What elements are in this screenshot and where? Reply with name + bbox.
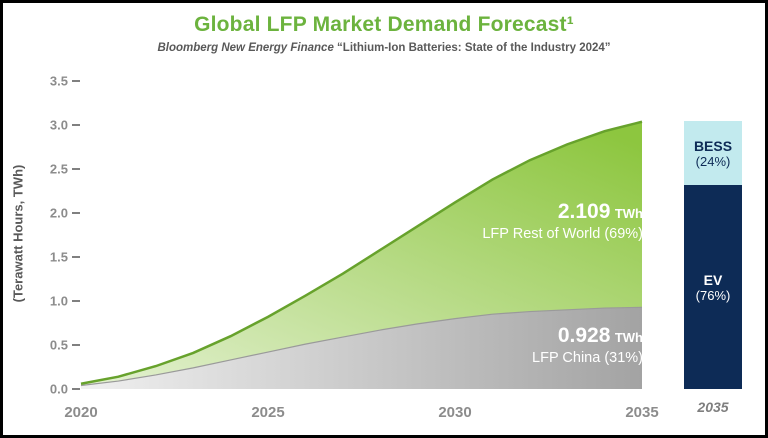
area-lfp-rest-of-world — [81, 121, 642, 386]
y-tick-label: 2.0 — [50, 206, 68, 221]
y-tick-label: 3.0 — [50, 118, 68, 133]
area-lfp-china — [81, 307, 642, 389]
x-tick-label: 2035 — [625, 404, 658, 421]
bess-pct: (24%) — [695, 153, 731, 169]
x-tick-label: 2030 — [438, 404, 471, 421]
ev-pct: (76%) — [695, 287, 731, 303]
bar-year-label: 2035 — [697, 399, 729, 415]
y-tick-label: 1.5 — [50, 250, 68, 265]
demand-area-chart: 0.0 0.5 1.0 1.5 2.0 2.5 3.0 3.5 2020 2025 2030 2035 — [50, 74, 659, 422]
subtitle-source: Bloomberg New Energy Finance — [157, 42, 334, 54]
y-tick-label: 0.5 — [50, 338, 68, 353]
bess-segment: BESS (24%) — [684, 121, 742, 186]
annotation-china: 0.928 TWh LFP China (31%) — [532, 323, 643, 367]
china-unit: TWh — [614, 330, 643, 345]
china-boundary-line — [80, 306, 643, 387]
x-tick-label: 2020 — [64, 404, 97, 421]
x-tick-label: 2025 — [251, 404, 284, 421]
china-value: 0.928 — [557, 324, 611, 347]
total-demand-line — [80, 120, 643, 385]
y-tick-label: 3.5 — [50, 74, 68, 89]
subtitle-quote: “Lithium-Ion Batteries: State of the Ind… — [337, 42, 611, 54]
chart-subtitle: Bloomberg New Energy Finance “Lithium-Io… — [3, 42, 765, 54]
ev-label: EV — [703, 271, 723, 288]
row-unit: TWh — [614, 206, 643, 221]
y-axis-label: (Terawatt Hours, TWh) — [10, 164, 26, 302]
bar-2035: BESS (24%) EV (76%) — [684, 121, 742, 389]
china-share-label: LFP China (31%) — [532, 350, 643, 367]
chart-title: Global LFP Market Demand Forecast¹ — [194, 13, 574, 36]
annotation-row-value-line: 2.109 TWh — [482, 199, 643, 225]
y-tick-label: 2.5 — [50, 162, 68, 177]
bess-label: BESS — [693, 137, 733, 154]
y-tick-label: 1.0 — [50, 294, 68, 309]
row-value: 2.109 — [557, 200, 611, 223]
ev-segment: EV (76%) — [684, 185, 742, 389]
annotation-rest-of-world: 2.109 TWh LFP Rest of World (69%) — [482, 199, 643, 243]
annotation-china-value-line: 0.928 TWh — [532, 323, 643, 349]
row-share-label: LFP Rest of World (69%) — [482, 226, 643, 243]
y-tick-label: 0.0 — [50, 382, 68, 397]
